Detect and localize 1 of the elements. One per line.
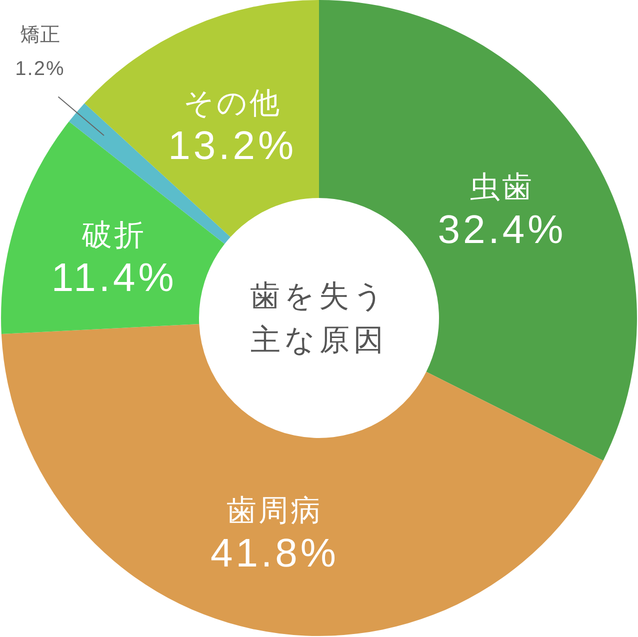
title: 歯を失う主な原因 — [250, 280, 388, 357]
